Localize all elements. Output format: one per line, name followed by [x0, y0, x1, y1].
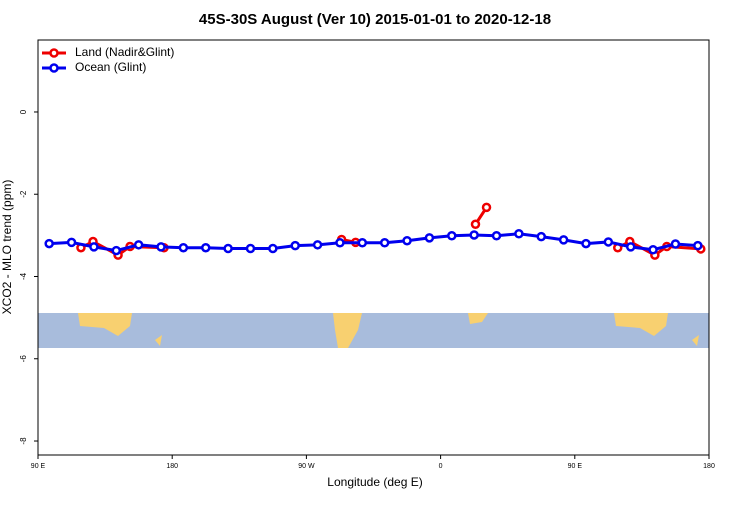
land-shape	[614, 313, 668, 336]
point	[290, 240, 300, 251]
legend-marker	[49, 48, 59, 58]
point	[178, 242, 189, 253]
y-tick-label: -4	[19, 272, 28, 280]
point	[44, 238, 54, 249]
point	[481, 202, 492, 213]
point	[156, 242, 166, 252]
point	[402, 235, 412, 246]
point	[66, 237, 77, 248]
point	[357, 238, 368, 248]
point	[111, 245, 122, 256]
point	[693, 240, 703, 251]
point	[335, 238, 345, 248]
land-shape	[692, 335, 699, 346]
x-tick-label: 180	[703, 463, 715, 470]
y-tick-label: -8	[19, 437, 28, 445]
point	[223, 243, 233, 254]
point	[670, 239, 681, 249]
point	[558, 235, 569, 245]
y-tick-label: 0	[19, 109, 28, 114]
x-tick-label: 0	[439, 463, 443, 470]
ocean-band	[38, 313, 709, 348]
point	[469, 230, 479, 240]
point	[603, 237, 614, 247]
x-tick-label: 90 E	[568, 463, 583, 470]
point	[625, 242, 636, 252]
x-tick-label: 90 W	[298, 463, 315, 470]
plot-frame	[37, 39, 710, 456]
legend-label: Land (Nadir&Glint)	[75, 45, 174, 59]
point	[268, 243, 278, 254]
chart-title: 45S-30S August (Ver 10) 2015-01-01 to 20…	[199, 11, 551, 28]
point	[379, 238, 390, 248]
x-axis-label: Longitude (deg E)	[327, 475, 422, 489]
point	[201, 242, 211, 253]
point	[245, 243, 256, 254]
point	[470, 219, 481, 230]
x-tick-label: 180	[166, 463, 178, 470]
point	[491, 231, 502, 241]
land-shape	[78, 313, 132, 336]
land-shape	[155, 335, 162, 346]
map-strip	[38, 313, 709, 348]
y-tick-label: -2	[19, 190, 28, 198]
point	[581, 238, 591, 249]
land-shape	[333, 313, 362, 348]
point	[424, 233, 435, 243]
y-axis-label: XCO2 - MLO trend (ppm)	[0, 180, 14, 315]
point	[648, 245, 658, 255]
point	[312, 240, 323, 250]
land-shape	[468, 313, 488, 324]
y-tick-label: -6	[19, 355, 28, 363]
point	[133, 240, 144, 250]
point	[536, 231, 546, 242]
legend-label: Ocean (Glint)	[75, 60, 146, 74]
point	[447, 231, 457, 241]
point	[514, 228, 524, 239]
point	[89, 242, 99, 252]
legend-marker	[49, 63, 59, 73]
x-tick-label: 90 E	[31, 463, 46, 470]
